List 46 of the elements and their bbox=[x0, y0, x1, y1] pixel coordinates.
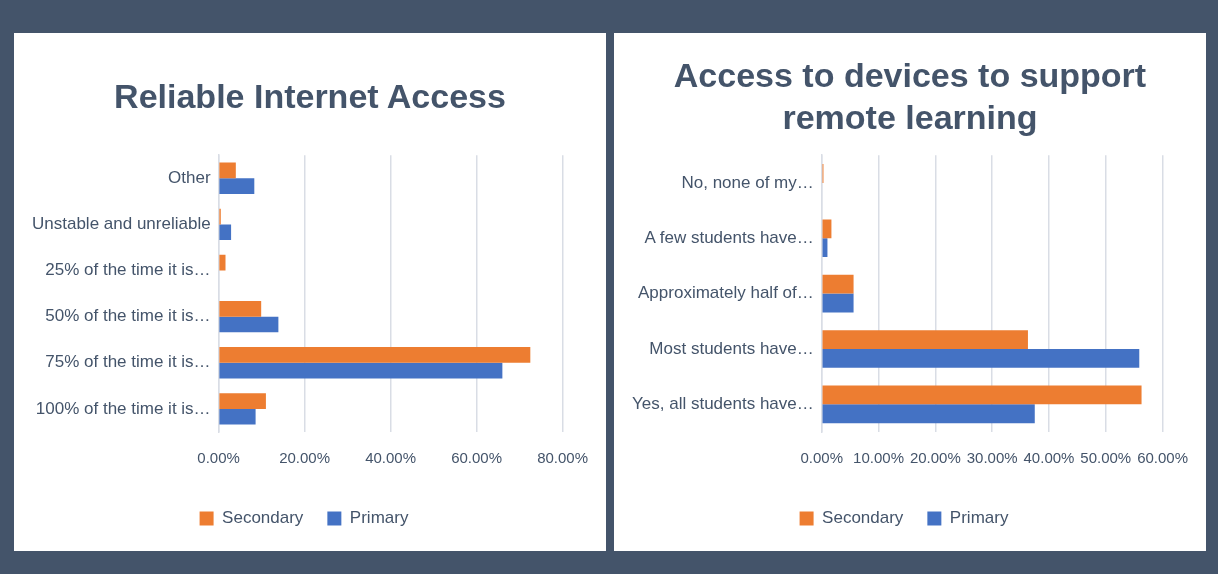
y-tick-label: Approximately half of… bbox=[638, 283, 814, 303]
bar bbox=[219, 393, 266, 409]
x-tick-label: 0.00% bbox=[197, 449, 240, 467]
y-tick-label: 25% of the time it is… bbox=[45, 260, 211, 280]
bar bbox=[219, 316, 279, 333]
y-tick-label: Other bbox=[168, 167, 211, 187]
bar bbox=[822, 348, 1140, 368]
bar bbox=[822, 274, 854, 294]
bar bbox=[219, 162, 236, 179]
y-tick-label: Unstable and unreliable bbox=[32, 214, 211, 234]
legend-label: Secondary bbox=[222, 508, 304, 528]
y-tick-label: A few students have… bbox=[644, 227, 814, 247]
x-tick-label: 60.00% bbox=[451, 449, 503, 467]
bar bbox=[219, 347, 531, 363]
x-tick-label: 30.00% bbox=[966, 449, 1018, 467]
chart-title: Reliable Internet Access bbox=[113, 76, 507, 117]
chart-title: Access to devices to support remote learning bbox=[672, 55, 1148, 137]
bar bbox=[219, 178, 255, 194]
y-tick-label: 50% of the time it is… bbox=[45, 306, 211, 326]
bar bbox=[219, 224, 232, 241]
legend-label: Secondary bbox=[822, 508, 904, 528]
x-tick-label: 0.00% bbox=[800, 449, 844, 467]
bar bbox=[219, 254, 226, 271]
legend-label: Primary bbox=[949, 508, 1009, 528]
x-tick-label: 50.00% bbox=[1080, 449, 1132, 467]
x-tick-label: 40.00% bbox=[1023, 449, 1075, 467]
legend-label: Primary bbox=[349, 508, 409, 528]
y-tick-label: Most students have… bbox=[649, 338, 814, 358]
bar bbox=[822, 293, 854, 313]
x-tick-label: 20.00% bbox=[909, 449, 961, 467]
bar bbox=[822, 219, 832, 239]
bar bbox=[822, 330, 1028, 349]
x-tick-label: 80.00% bbox=[537, 449, 588, 467]
y-tick-label: 75% of the time it is… bbox=[45, 352, 211, 372]
bar bbox=[219, 300, 262, 317]
bar bbox=[822, 404, 1035, 424]
bar bbox=[822, 385, 1142, 405]
bar bbox=[219, 408, 256, 425]
bar bbox=[219, 362, 503, 379]
y-tick-label: Yes, all students have… bbox=[632, 394, 814, 414]
y-tick-label: No, none of my… bbox=[681, 172, 814, 192]
x-tick-label: 40.00% bbox=[365, 449, 417, 467]
x-tick-label: 20.00% bbox=[279, 449, 331, 467]
x-tick-label: 10.00% bbox=[853, 449, 904, 467]
y-tick-label: 100% of the time it is… bbox=[35, 398, 211, 418]
x-tick-label: 60.00% bbox=[1137, 449, 1188, 467]
